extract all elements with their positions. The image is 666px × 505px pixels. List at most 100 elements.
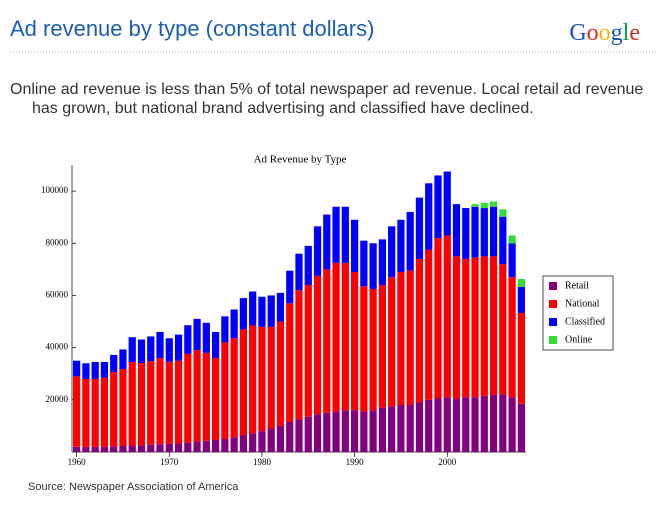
bar-segment [323,269,331,413]
bar-segment [452,398,461,452]
bar-segment [313,275,322,415]
x-tick-label: 2000 [438,457,457,467]
bar-segment [119,369,127,446]
bar-segment [174,334,183,361]
bar-segment [165,443,173,452]
bar-segment [471,257,479,398]
bar-segment [425,183,433,250]
bar-segment [137,339,146,364]
bar-segment [462,258,470,398]
bar-segment [239,435,248,452]
bar-segment [73,446,81,452]
y-tick-label: 20000 [46,394,69,404]
x-tick-label: 1990 [346,457,365,467]
legend-label: Classified [565,316,605,327]
bar-segment [110,354,118,372]
bar-segment [332,206,340,263]
y-tick-label: 80000 [46,237,69,247]
bar-segment [350,410,359,452]
source: Source: Newspaper Association of America [28,481,239,493]
bar-segment [110,371,118,447]
bar-segment [443,397,451,452]
bar-segment [165,338,173,362]
bar-segment [323,412,331,452]
bar-segment [480,202,488,209]
bar-segment [480,256,488,396]
bar-segment [286,270,294,304]
bar-segment [202,440,210,452]
bar-segment [147,361,155,445]
bar-segment [202,352,210,441]
bar-segment [193,441,201,452]
description: Online ad revenue is less than 5% of tot… [10,81,644,117]
bar-segment [508,235,516,244]
bar-segment [452,204,461,257]
bar-segment [156,444,164,452]
bar-segment [508,243,516,278]
bar-segment [258,326,266,432]
bar-segment [128,445,136,452]
logo: Google [569,20,640,46]
legend-swatch [549,336,557,344]
bar-segment [276,321,285,426]
bar-segment [517,312,525,404]
bar-segment [221,316,229,343]
bar-segment [388,406,396,452]
bar-segment [452,256,461,399]
bar-segment [184,442,192,452]
bar-segment [489,394,498,452]
bar-segment [119,349,127,370]
bar-segment [286,421,294,452]
bar-segment [304,245,312,286]
bar-segment [174,360,183,444]
bar-segment [406,270,414,406]
bar-segment [406,211,414,271]
bar-segment [276,292,285,322]
bar-segment [360,286,368,412]
bar-segment [110,446,118,452]
bar-segment [434,238,442,399]
x-tick-label: 1980 [253,457,272,467]
bar-segment [517,403,525,452]
bar-segment [82,446,90,452]
bar-segment [295,253,303,291]
bar-segment [378,239,387,286]
bar-segment [174,443,183,452]
bar-segment [221,342,229,439]
bar-segment [323,214,331,270]
legend-label: Retail [565,280,589,291]
bar-segment [406,405,414,452]
bar-segment [304,416,312,452]
bar-segment [341,262,349,411]
bar-segment [443,235,451,398]
bar-segment [434,175,442,239]
x-tick-label: 1970 [160,457,179,467]
bar-segment [184,325,192,354]
bar-segment [267,295,275,327]
bar-segment [415,197,424,259]
bar-segment [508,277,516,398]
bar-segment [258,296,266,327]
bar-segment [332,411,340,452]
bar-segment [82,378,90,447]
bar-segment [91,361,99,379]
bar-segment [499,209,507,217]
bar-segment [397,219,405,272]
bar-segment [313,226,322,276]
legend-swatch [549,282,557,290]
bar-segment [147,444,155,452]
bar-segment [165,361,173,444]
y-tick-label: 100000 [41,185,69,195]
bar-segment [378,407,387,452]
bar-segment [193,350,201,442]
bar-segment [221,438,229,452]
bar-segment [211,358,220,440]
bar-segment [91,378,99,447]
x-tick-label: 1960 [68,457,87,467]
bar-segment [369,410,377,452]
bar-segment [286,303,294,422]
bar-segment [415,258,424,403]
y-tick-label: 60000 [46,290,69,300]
bar-segment [82,363,90,379]
bar-segment [304,285,312,417]
